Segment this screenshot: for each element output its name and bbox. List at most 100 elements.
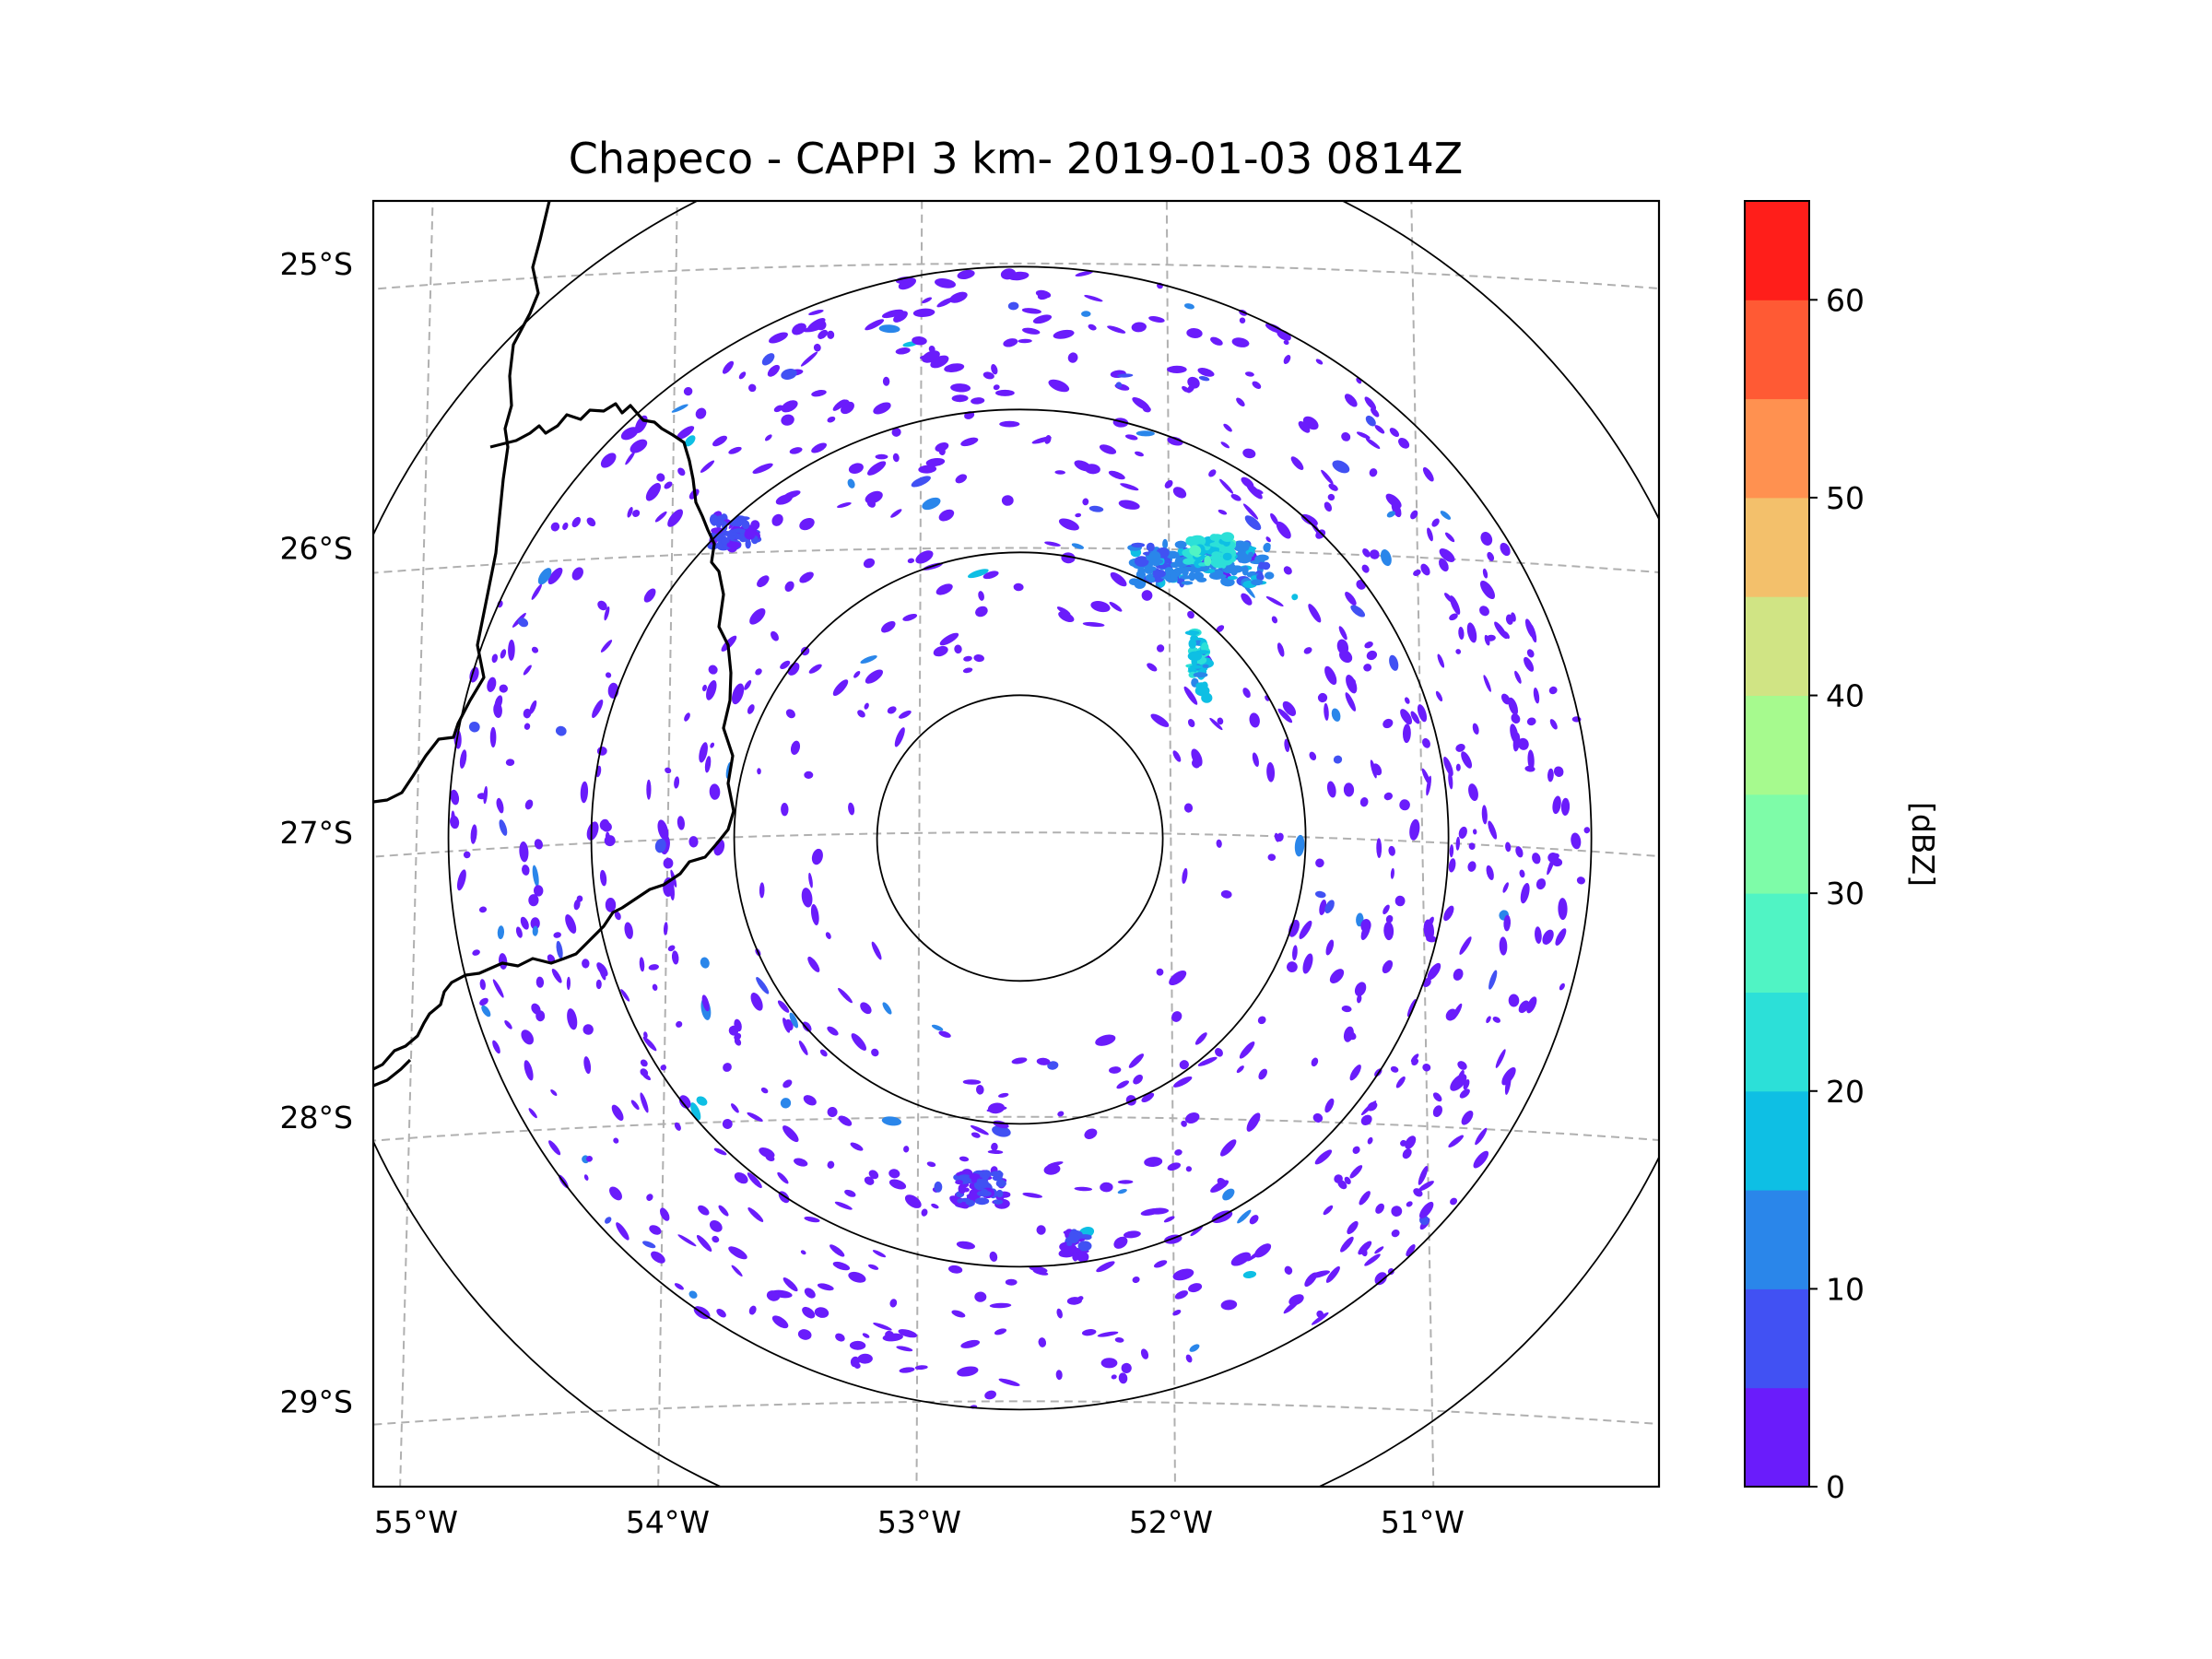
echo-speck <box>1216 839 1222 848</box>
echo-speck <box>1220 441 1230 449</box>
echo-speck <box>850 1142 864 1151</box>
echo-speck <box>640 1092 649 1113</box>
echo-speck <box>1327 493 1335 501</box>
echo-speck <box>1031 436 1052 444</box>
echo-speck <box>1047 1161 1064 1168</box>
echo-speck <box>956 1241 975 1250</box>
echo-speck <box>1254 1243 1272 1258</box>
echo-speck <box>1132 1277 1140 1283</box>
echo-speck <box>616 1222 629 1241</box>
echo-speck <box>1364 1253 1381 1266</box>
echo-speck <box>586 1155 593 1162</box>
echo-speck <box>982 371 994 380</box>
echo-speck <box>1472 723 1479 735</box>
echo-speck <box>1480 532 1493 546</box>
echo-speck <box>747 1112 763 1122</box>
echo-speck <box>1210 336 1223 346</box>
echo-speck <box>1109 1066 1122 1074</box>
echo-speck <box>1510 724 1519 744</box>
echo-speck <box>881 309 904 319</box>
echo-speck <box>630 1100 640 1111</box>
east-streak <box>1191 658 1197 666</box>
echo-speck <box>600 640 613 653</box>
echo-speck <box>663 857 674 869</box>
north-east-cell <box>1162 538 1169 549</box>
echo-speck <box>1583 827 1591 834</box>
echo-speck <box>1449 844 1454 858</box>
echo-speck <box>1371 407 1380 418</box>
echo-speck <box>827 330 835 339</box>
echo-speck <box>1440 511 1452 520</box>
echo-speck <box>1184 1112 1200 1124</box>
echo-speck <box>871 941 882 960</box>
latitude-labels: 25°S 26°S 27°S 28°S 29°S <box>280 246 353 1420</box>
echo-speck <box>1220 1300 1238 1311</box>
echo-speck <box>1374 425 1385 434</box>
lat-label: 26°S <box>280 531 353 567</box>
echo-speck <box>1005 1278 1018 1286</box>
east-streak <box>1202 664 1209 668</box>
echo-speck <box>1349 1165 1363 1179</box>
echo-speck <box>1242 448 1256 459</box>
echo-speck <box>624 922 633 939</box>
echo-speck <box>565 914 577 934</box>
echo-speck <box>1341 1006 1352 1013</box>
echo-speck <box>1486 634 1496 641</box>
echo-speck <box>599 869 607 887</box>
echo-speck <box>1194 1032 1207 1045</box>
echo-speck <box>609 1186 622 1201</box>
echo-speck <box>1219 478 1234 494</box>
echo-speck <box>1182 867 1188 884</box>
colorbar-tick-label: 60 <box>1826 282 1865 318</box>
colorbar-tick-label: 10 <box>1826 1271 1865 1307</box>
echo-speck <box>1270 512 1279 525</box>
echo-speck <box>1096 1261 1115 1273</box>
echo-speck <box>1390 1065 1399 1073</box>
echo-speck <box>1418 1181 1434 1192</box>
echo-speck <box>639 957 645 972</box>
echo-speck <box>789 447 803 454</box>
echo-speck <box>933 645 948 657</box>
echo-speck <box>1298 421 1311 433</box>
range-ring <box>876 694 1164 982</box>
echo-speck <box>915 550 934 564</box>
echo-speck <box>583 1056 592 1075</box>
echo-speck <box>853 671 861 678</box>
north-west-cell <box>739 516 750 521</box>
echo-speck <box>1333 755 1343 764</box>
echo-speck <box>614 911 621 921</box>
north-east-cell <box>1174 540 1187 549</box>
echo-speck <box>860 655 877 664</box>
north-east-cell <box>1135 570 1147 580</box>
echo-speck <box>1332 460 1350 474</box>
echo-speck <box>595 979 602 990</box>
echo-speck <box>1338 626 1347 641</box>
north-east-cell <box>1170 561 1181 569</box>
echo-speck <box>521 1030 534 1045</box>
echo-speck <box>1486 865 1494 880</box>
echo-speck <box>782 1079 793 1088</box>
echo-speck <box>583 1174 589 1181</box>
echo-speck <box>1437 653 1445 668</box>
echo-speck <box>1395 1076 1406 1088</box>
echo-speck <box>1505 841 1512 853</box>
echo-speck <box>532 925 538 936</box>
echo-speck <box>1391 1229 1400 1238</box>
echo-speck <box>766 1290 781 1301</box>
echo-speck <box>862 1333 870 1338</box>
echo-speck <box>456 869 466 891</box>
echo-speck <box>811 848 823 865</box>
echo-speck <box>984 1390 996 1400</box>
echo-speck <box>665 767 672 774</box>
echo-speck <box>1108 470 1125 480</box>
echo-speck <box>899 1367 915 1373</box>
echo-speck <box>882 1002 892 1015</box>
echo-speck <box>1324 702 1329 721</box>
echo-speck <box>487 677 497 692</box>
range-ring <box>590 408 1450 1268</box>
echo-speck <box>1115 382 1123 388</box>
echo-speck <box>926 1161 936 1168</box>
echo-speck <box>997 1092 1009 1098</box>
echo-speck <box>722 1119 733 1129</box>
echo-speck <box>1388 845 1395 856</box>
